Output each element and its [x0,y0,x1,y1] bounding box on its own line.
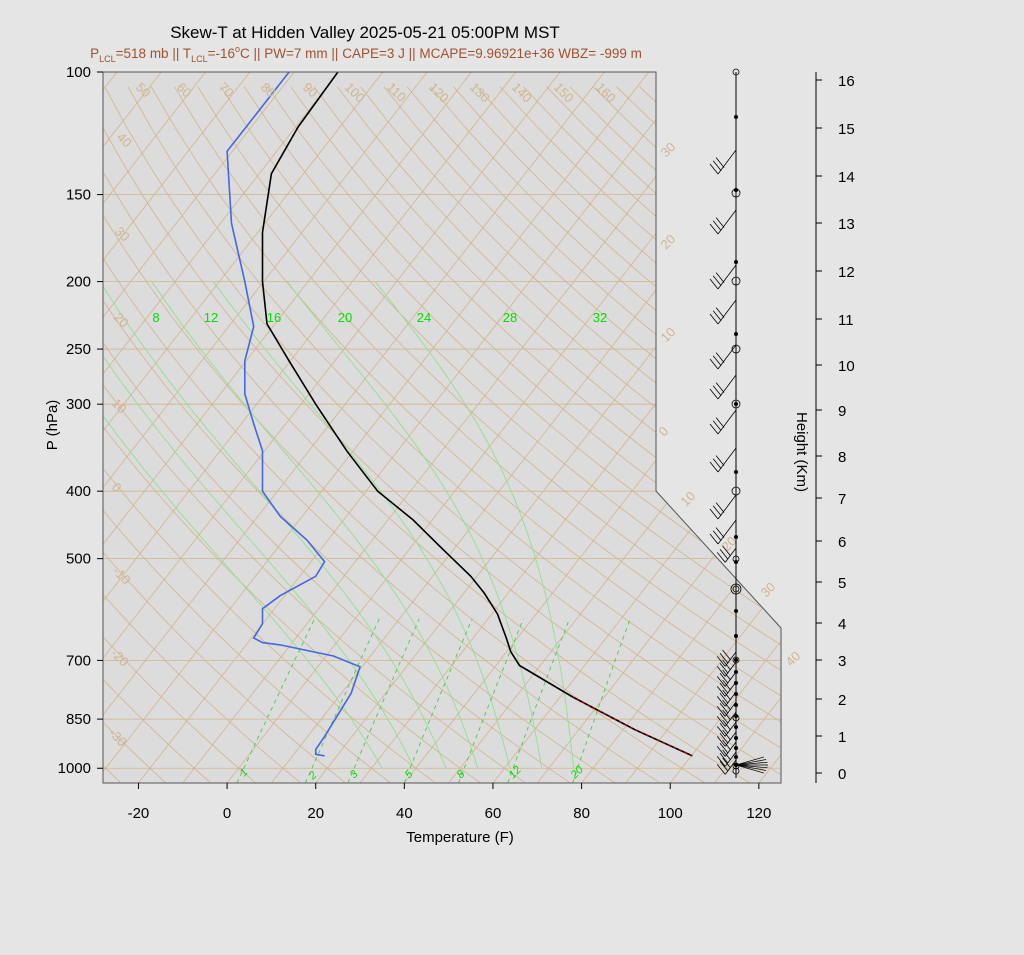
wind-level-dot [734,260,738,264]
wetbulb-label: 24 [417,310,431,325]
wind-level-dot [734,736,738,740]
wind-level-dot [734,609,738,613]
height-tick-label: 15 [838,121,855,138]
height-tick-label: 1 [838,729,846,746]
tlcl-value: =-16 [208,46,235,61]
wetbulb-label: 8 [152,310,159,325]
wind-barb [710,300,736,324]
wind-level-dot [734,658,738,662]
wetbulb-label: 12 [204,310,218,325]
wind-barb [710,210,736,234]
wetbulb-label: 16 [267,310,281,325]
wind-level-dot [734,725,738,729]
y-tick-label: 400 [66,483,91,500]
height-tick-label: 0 [838,766,846,783]
y-tick-label: 200 [66,274,91,291]
y-tick-label: 500 [66,551,91,568]
skewed-temp-label: 20 [658,231,679,252]
plcl-subscript: LCL [99,54,116,64]
tlcl-symbol: T [183,46,191,61]
chart-title: Skew-T at Hidden Valley 2025-05-21 05:00… [170,23,560,42]
height-tick-label: 6 [838,534,846,551]
wind-level-dot [734,746,738,750]
wind-level-dot [734,332,738,336]
wind-level-dot [734,402,738,406]
y-tick-label: 1000 [58,760,91,777]
dry-adiabat [0,87,76,783]
isotherm-line [980,72,1024,783]
x-tick-label: 100 [658,805,683,822]
skewed-temp-label: 40 [783,648,804,669]
x-tick-label: 80 [573,805,590,822]
height-axis-label: Height (Km) [793,412,810,492]
height-tick-label: 3 [838,653,846,670]
y-tick-label: 150 [66,187,91,204]
skewed-temp-label: 30 [658,139,679,160]
plcl-value: =518 mb || [116,46,183,61]
y-tick-label: 850 [66,711,91,728]
skewed-temp-label: 10 [678,488,699,509]
height-tick-label: 10 [838,358,855,375]
chart-subtitle-stats: PLCL=518 mb || TLCL=-16oC || PW=7 mm || … [90,44,642,64]
tlcl-subscript: LCL [191,54,208,64]
height-tick-label: 5 [838,575,846,592]
wind-level-dot [734,634,738,638]
x-tick-label: -20 [128,805,150,822]
height-tick-label: 12 [838,264,855,281]
height-tick-label: 14 [838,169,855,186]
wind-level-dot [734,755,738,759]
x-tick-label: 60 [485,805,502,822]
height-tick-label: 11 [838,312,854,329]
height-tick-label: 4 [838,616,846,633]
y-axis-label: P (hPa) [44,400,61,451]
wind-barb [710,375,736,399]
x-tick-label: 40 [396,805,413,822]
isotherm-line [847,72,1024,783]
wetbulb-label: 28 [503,310,517,325]
height-tick-label: 9 [838,403,846,420]
wind-barb [710,495,736,519]
height-tick-label: 13 [838,216,855,233]
skewed-temp-label: 0 [656,423,672,439]
height-tick-label: 7 [838,491,846,508]
height-tick-label: 16 [838,73,855,90]
wind-level-dot [734,115,738,119]
wind-barb [710,265,736,289]
skewed-temp-label: 10 [658,324,679,345]
y-tick-label: 700 [66,652,91,669]
wind-barb [710,150,736,174]
isotherm-line [936,72,1024,783]
x-tick-label: 20 [307,805,324,822]
wind-level-dot [734,470,738,474]
wind-level-dot [734,714,738,718]
wetbulb-label: 20 [338,310,352,325]
x-tick-label: 0 [223,805,231,822]
height-tick-label: 8 [838,449,846,466]
wind-level-dot [734,535,738,539]
x-tick-label: 120 [746,805,771,822]
y-tick-label: 300 [66,396,91,413]
x-axis-label: Temperature (F) [406,829,514,846]
isotherm-line [892,72,1024,783]
isotherm-line [0,72,28,783]
isotherm-line [0,72,73,783]
y-tick-label: 100 [66,64,91,81]
skewed-temp-label: 30 [758,579,779,600]
dry-adiabat [0,87,31,783]
plcl-symbol: P [90,46,99,61]
height-tick-label: 2 [838,692,846,709]
wind-barb [710,410,736,434]
wetbulb-label: 32 [593,310,607,325]
y-tick-label: 250 [66,341,91,358]
isotherm-line [803,72,1024,783]
wind-barb [710,448,736,472]
stats-rest: C || PW=7 mm || CAPE=3 J || MCAPE=9.9692… [240,46,642,61]
